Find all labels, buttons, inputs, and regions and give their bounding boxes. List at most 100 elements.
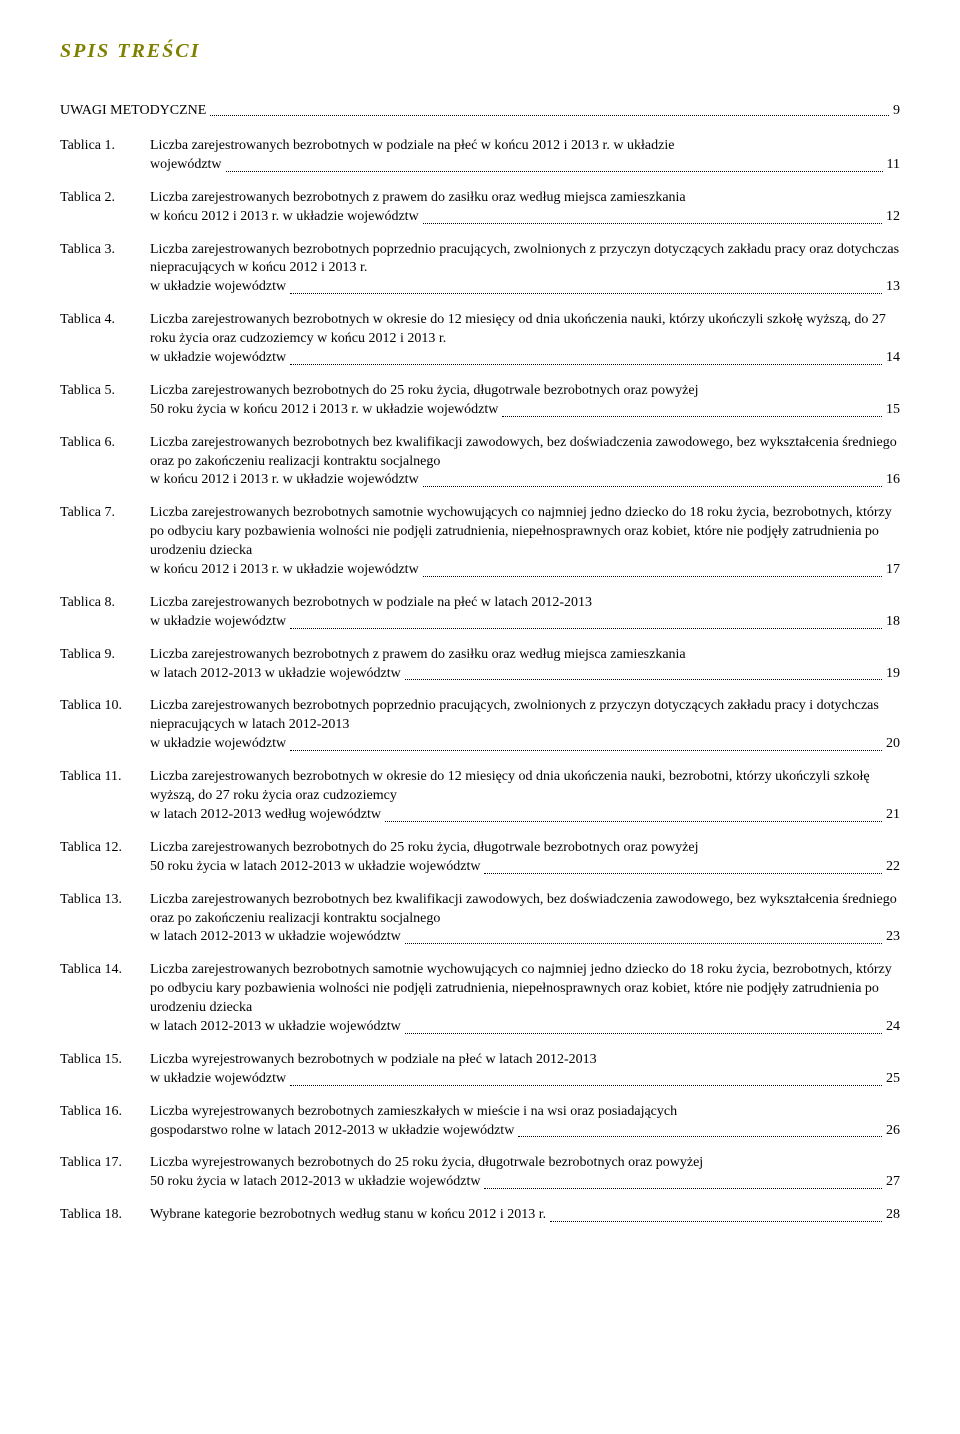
toc-entry-lastline: w końcu 2012 i 2013 r. w układzie wojewó… xyxy=(150,471,900,490)
toc-entry-label: Tablica 7. xyxy=(60,504,150,523)
toc-entry-description: Liczba zarejestrowanych bezrobotnych z p… xyxy=(150,189,900,227)
toc-entry-text-last: w układzie województw xyxy=(150,278,286,297)
toc-entry-lastline: w latach 2012-2013 w układzie województw… xyxy=(150,1018,900,1037)
toc-entry-lastline: województw 11 xyxy=(150,156,900,175)
toc-entry-page: 11 xyxy=(887,156,900,175)
toc-entry: Tablica 12.Liczba zarejestrowanych bezro… xyxy=(60,839,900,877)
toc-entry-description: Wybrane kategorie bezrobotnych według st… xyxy=(150,1206,900,1225)
toc-entry: Tablica 7.Liczba zarejestrowanych bezrob… xyxy=(60,504,900,580)
toc-entry: Tablica 16.Liczba wyrejestrowanych bezro… xyxy=(60,1103,900,1141)
leader-dots xyxy=(423,576,882,577)
toc-entry-text-last: w układzie województw xyxy=(150,735,286,754)
toc-entry: Tablica 8.Liczba zarejestrowanych bezrob… xyxy=(60,594,900,632)
leader-dots xyxy=(484,1188,882,1189)
toc-entry-page: 27 xyxy=(886,1173,900,1192)
toc-entry-description: Liczba zarejestrowanych bezrobotnych do … xyxy=(150,839,900,877)
toc-entry-lastline: w końcu 2012 i 2013 r. w układzie wojewó… xyxy=(150,208,900,227)
toc-entry-description: Liczba zarejestrowanych bezrobotnych do … xyxy=(150,382,900,420)
section-label: UWAGI METODYCZNE xyxy=(60,103,206,119)
toc-entry-description: Liczba zarejestrowanych bezrobotnych sam… xyxy=(150,961,900,1037)
toc-entry-text-last: w latach 2012-2013 w układzie województw xyxy=(150,665,401,684)
toc-entry-text: Liczba zarejestrowanych bezrobotnych w o… xyxy=(150,311,900,349)
toc-entry-page: 21 xyxy=(886,806,900,825)
toc-entry-text-last: Wybrane kategorie bezrobotnych według st… xyxy=(150,1206,546,1225)
toc-entry-label: Tablica 2. xyxy=(60,189,150,208)
leader-dots xyxy=(290,628,882,629)
toc-entry-text: Liczba zarejestrowanych bezrobotnych w p… xyxy=(150,137,900,156)
leader-dots xyxy=(423,486,882,487)
toc-entry-label: Tablica 1. xyxy=(60,137,150,156)
toc-entry-description: Liczba zarejestrowanych bezrobotnych w o… xyxy=(150,768,900,825)
toc-entry: Tablica 3.Liczba zarejestrowanych bezrob… xyxy=(60,241,900,298)
toc-entry-text-last: w układzie województw xyxy=(150,613,286,632)
toc-entry-text: Liczba zarejestrowanych bezrobotnych z p… xyxy=(150,189,900,208)
toc-entry-text: Liczba wyrejestrowanych bezrobotnych w p… xyxy=(150,1051,900,1070)
toc-entry: Tablica 1.Liczba zarejestrowanych bezrob… xyxy=(60,137,900,175)
toc-entry-text-last: 50 roku życia w końcu 2012 i 2013 r. w u… xyxy=(150,401,498,420)
toc-entry-description: Liczba zarejestrowanych bezrobotnych bez… xyxy=(150,434,900,491)
toc-entry-description: Liczba wyrejestrowanych bezrobotnych w p… xyxy=(150,1051,900,1089)
toc-entry: Tablica 10.Liczba zarejestrowanych bezro… xyxy=(60,697,900,754)
leader-dots xyxy=(405,1033,882,1034)
leader-dots xyxy=(385,821,882,822)
toc-entry-label: Tablica 18. xyxy=(60,1206,150,1225)
toc-entry-text-last: województw xyxy=(150,156,222,175)
toc-entry: Tablica 14.Liczba zarejestrowanych bezro… xyxy=(60,961,900,1037)
toc-entry-text-last: w latach 2012-2013 według województw xyxy=(150,806,381,825)
toc-entry-label: Tablica 9. xyxy=(60,646,150,665)
toc-entry-label: Tablica 4. xyxy=(60,311,150,330)
toc-entry-text: Liczba zarejestrowanych bezrobotnych w o… xyxy=(150,768,900,806)
toc-entry-page: 18 xyxy=(886,613,900,632)
toc-entry: Tablica 11.Liczba zarejestrowanych bezro… xyxy=(60,768,900,825)
toc-entry-text: Liczba zarejestrowanych bezrobotnych z p… xyxy=(150,646,900,665)
leader-dots xyxy=(484,873,882,874)
toc-entry-lastline: w układzie województw20 xyxy=(150,735,900,754)
toc-entry: Tablica 9.Liczba zarejestrowanych bezrob… xyxy=(60,646,900,684)
toc-entry-page: 24 xyxy=(886,1018,900,1037)
toc-entry-description: Liczba zarejestrowanych bezrobotnych w o… xyxy=(150,311,900,368)
toc-entry-description: Liczba wyrejestrowanych bezrobotnych do … xyxy=(150,1154,900,1192)
toc-entry-text: Liczba zarejestrowanych bezrobotnych pop… xyxy=(150,241,900,279)
toc-entry-text-last: w układzie województw xyxy=(150,1070,286,1089)
toc-entry-text: Liczba zarejestrowanych bezrobotnych bez… xyxy=(150,891,900,929)
toc-entry-page: 19 xyxy=(886,665,900,684)
toc-entry: Tablica 17.Liczba wyrejestrowanych bezro… xyxy=(60,1154,900,1192)
toc-entry-label: Tablica 13. xyxy=(60,891,150,910)
toc-entry-text: Liczba wyrejestrowanych bezrobotnych zam… xyxy=(150,1103,900,1122)
toc-entry-description: Liczba zarejestrowanych bezrobotnych pop… xyxy=(150,241,900,298)
toc-entry-page: 17 xyxy=(886,561,900,580)
toc-entry-label: Tablica 3. xyxy=(60,241,150,260)
toc-entry-label: Tablica 16. xyxy=(60,1103,150,1122)
leader-dots xyxy=(290,364,882,365)
toc-entry-label: Tablica 6. xyxy=(60,434,150,453)
toc-entry-lastline: w latach 2012-2013 w układzie województw… xyxy=(150,665,900,684)
toc-entry-lastline: w układzie województw25 xyxy=(150,1070,900,1089)
toc-entry: Tablica 15.Liczba wyrejestrowanych bezro… xyxy=(60,1051,900,1089)
toc-entry-label: Tablica 11. xyxy=(60,768,150,787)
toc-entry: Tablica 13.Liczba zarejestrowanych bezro… xyxy=(60,891,900,948)
toc-entry-page: 22 xyxy=(886,858,900,877)
toc-entry-page: 13 xyxy=(886,278,900,297)
toc-entry-lastline: w latach 2012-2013 w układzie województw… xyxy=(150,928,900,947)
toc-entry-page: 26 xyxy=(886,1122,900,1141)
leader-dots xyxy=(226,171,883,172)
toc-entry-description: Liczba zarejestrowanych bezrobotnych w p… xyxy=(150,137,900,175)
toc-entry-label: Tablica 12. xyxy=(60,839,150,858)
section-page: 9 xyxy=(893,103,900,119)
toc-entry-text: Liczba zarejestrowanych bezrobotnych do … xyxy=(150,382,900,401)
toc-entry-text: Liczba wyrejestrowanych bezrobotnych do … xyxy=(150,1154,900,1173)
toc-entry-text-last: gospodarstwo rolne w latach 2012-2013 w … xyxy=(150,1122,514,1141)
leader-dots xyxy=(502,416,882,417)
toc-entry-label: Tablica 15. xyxy=(60,1051,150,1070)
toc-entry-label: Tablica 14. xyxy=(60,961,150,980)
toc-entry: Tablica 4.Liczba zarejestrowanych bezrob… xyxy=(60,311,900,368)
toc-entry-description: Liczba wyrejestrowanych bezrobotnych zam… xyxy=(150,1103,900,1141)
toc-entry: Tablica 2.Liczba zarejestrowanych bezrob… xyxy=(60,189,900,227)
toc-entry-lastline: w układzie województw 13 xyxy=(150,278,900,297)
toc-entry-text: Liczba zarejestrowanych bezrobotnych w p… xyxy=(150,594,900,613)
toc-entry-lastline: w końcu 2012 i 2013 r. w układzie wojewó… xyxy=(150,561,900,580)
toc-entry-text-last: w końcu 2012 i 2013 r. w układzie wojewó… xyxy=(150,208,419,227)
toc-entry-page: 28 xyxy=(886,1206,900,1225)
toc-entry-description: Liczba zarejestrowanych bezrobotnych sam… xyxy=(150,504,900,580)
toc-entry-text: Liczba zarejestrowanych bezrobotnych bez… xyxy=(150,434,900,472)
